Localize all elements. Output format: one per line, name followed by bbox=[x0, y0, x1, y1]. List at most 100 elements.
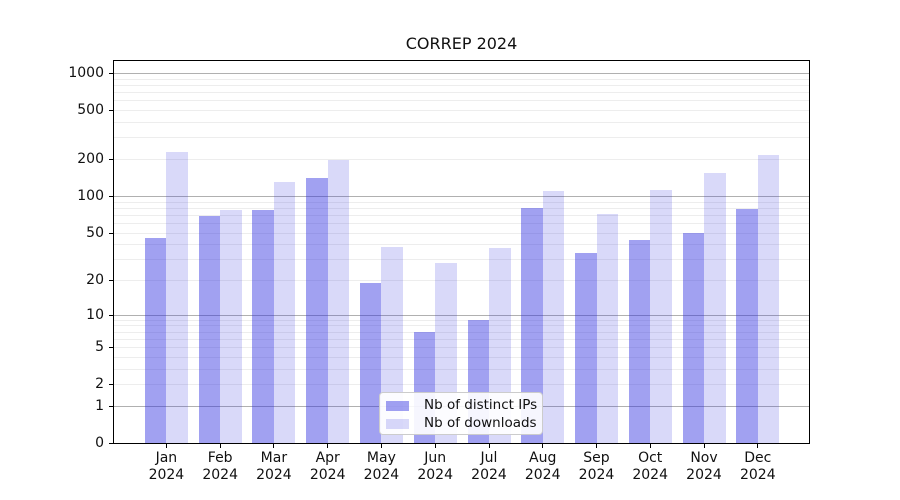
gridline-minor-30 bbox=[114, 259, 809, 261]
y-tick-label-10: 10 bbox=[86, 306, 104, 323]
y-tick-label-1000: 1000 bbox=[68, 65, 104, 81]
gridline-minor-600 bbox=[114, 100, 809, 102]
x-tick-mark-jan-2024 bbox=[165, 444, 167, 448]
y-tick-mark-0 bbox=[109, 443, 113, 444]
legend-label-nb-of-downloads: Nb of downloads bbox=[424, 414, 537, 431]
gridline-minor-400 bbox=[114, 122, 809, 123]
y-tick-mark-500 bbox=[109, 110, 113, 112]
gridline-minor-800 bbox=[114, 85, 809, 86]
bar-nb-of-distinct-ips-feb-2024 bbox=[198, 216, 221, 443]
y-tick-label-0: 0 bbox=[95, 435, 104, 451]
bar-nb-of-distinct-ips-sep-2024 bbox=[575, 252, 597, 443]
gridline-minor-20 bbox=[114, 280, 809, 281]
legend-label-nb-of-distinct-ips: Nb of distinct IPs bbox=[424, 397, 538, 413]
bar-nb-of-distinct-ips-dec-2024 bbox=[736, 209, 758, 443]
y-tick-mark-100 bbox=[109, 195, 113, 197]
bar-nb-of-distinct-ips-oct-2024 bbox=[628, 240, 651, 443]
bar-nb-of-distinct-ips-apr-2024 bbox=[306, 177, 328, 443]
x-tick-label-jun-2024: Jun 2024 bbox=[417, 450, 453, 483]
gridline-minor-6 bbox=[114, 338, 809, 340]
x-tick-mark-mar-2024 bbox=[273, 444, 275, 448]
x-tick-label-sep-2024: Sep 2024 bbox=[578, 450, 615, 483]
x-tick-label-aug-2024: Aug 2024 bbox=[524, 450, 561, 483]
x-tick-label-mar-2024: Mar 2024 bbox=[256, 450, 292, 483]
y-tick-mark-20 bbox=[109, 280, 113, 281]
bar-nb-of-downloads-nov-2024 bbox=[704, 173, 726, 443]
x-tick-mark-jun-2024 bbox=[434, 444, 436, 448]
gridline-major-100 bbox=[114, 195, 809, 197]
gridline-minor-80 bbox=[114, 207, 809, 209]
y-tick-mark-5 bbox=[109, 347, 113, 349]
gridline-minor-3 bbox=[114, 368, 809, 370]
bar-nb-of-distinct-ips-mar-2024 bbox=[252, 209, 274, 443]
x-tick-label-oct-2024: Oct 2024 bbox=[632, 450, 668, 483]
bar-nb-of-distinct-ips-may-2024 bbox=[359, 282, 382, 443]
bar-nb-of-downloads-dec-2024 bbox=[757, 155, 780, 443]
y-tick-mark-1 bbox=[109, 405, 113, 407]
x-tick-mark-dec-2024 bbox=[757, 444, 759, 448]
gridline-minor-2 bbox=[114, 384, 809, 386]
bar-nb-of-downloads-sep-2024 bbox=[596, 214, 618, 443]
x-tick-label-nov-2024: Nov 2024 bbox=[686, 450, 722, 483]
x-tick-label-may-2024: May 2024 bbox=[363, 450, 400, 483]
bar-nb-of-distinct-ips-nov-2024 bbox=[682, 232, 704, 443]
bar-nb-of-downloads-mar-2024 bbox=[273, 181, 296, 443]
x-tick-mark-jul-2024 bbox=[488, 444, 490, 448]
y-tick-label-5: 5 bbox=[95, 339, 104, 356]
gridline-major-10 bbox=[114, 314, 809, 316]
y-tick-mark-200 bbox=[109, 159, 113, 160]
x-tick-label-jan-2024: Jan 2024 bbox=[148, 450, 185, 483]
legend: Nb of distinct IPs Nb of downloads bbox=[379, 392, 543, 435]
plot-area bbox=[113, 60, 810, 444]
gridline-minor-200 bbox=[114, 159, 809, 160]
gridline-minor-90 bbox=[114, 201, 809, 203]
bar-nb-of-downloads-aug-2024 bbox=[542, 191, 565, 443]
bar-nb-of-distinct-ips-jan-2024 bbox=[144, 238, 167, 443]
bar-nb-of-downloads-jan-2024 bbox=[166, 151, 188, 443]
x-tick-mark-may-2024 bbox=[380, 444, 382, 448]
y-tick-label-20: 20 bbox=[86, 272, 104, 288]
x-tick-mark-aug-2024 bbox=[542, 444, 544, 448]
gridline-minor-40 bbox=[114, 244, 809, 246]
x-tick-label-dec-2024: Dec 2024 bbox=[739, 450, 776, 483]
gridline-minor-70 bbox=[114, 214, 809, 216]
bar-nb-of-downloads-apr-2024 bbox=[327, 159, 350, 443]
gridline-minor-60 bbox=[114, 222, 809, 224]
y-tick-mark-2 bbox=[109, 384, 113, 386]
x-tick-mark-apr-2024 bbox=[327, 444, 329, 448]
y-tick-label-500: 500 bbox=[77, 102, 104, 119]
y-tick-label-50: 50 bbox=[86, 224, 104, 241]
legend-swatch-nb-of-downloads bbox=[386, 418, 409, 429]
gridline-minor-300 bbox=[114, 137, 809, 139]
x-tick-mark-nov-2024 bbox=[703, 444, 705, 448]
x-tick-label-jul-2024: Jul 2024 bbox=[471, 450, 507, 483]
y-tick-label-200: 200 bbox=[77, 151, 104, 167]
y-tick-label-100: 100 bbox=[77, 187, 104, 204]
y-tick-label-2: 2 bbox=[95, 376, 104, 393]
legend-swatch-nb-of-distinct-ips bbox=[386, 401, 409, 411]
gridline-major-1000 bbox=[114, 73, 809, 74]
legend-row-nb-of-downloads: Nb of downloads bbox=[380, 415, 542, 432]
gridline-minor-50 bbox=[114, 232, 809, 234]
y-tick-mark-10 bbox=[109, 314, 113, 316]
gridline-minor-700 bbox=[114, 92, 809, 94]
gridline-minor-4 bbox=[114, 356, 809, 358]
y-tick-label-1: 1 bbox=[95, 397, 104, 414]
gridline-minor-7 bbox=[114, 331, 809, 333]
bar-nb-of-downloads-oct-2024 bbox=[650, 189, 672, 443]
y-tick-mark-50 bbox=[109, 232, 113, 234]
gridline-minor-500 bbox=[114, 110, 809, 112]
x-tick-mark-feb-2024 bbox=[219, 444, 221, 448]
y-tick-mark-1000 bbox=[109, 73, 113, 74]
gridline-minor-5 bbox=[114, 347, 809, 349]
x-tick-mark-sep-2024 bbox=[596, 444, 597, 448]
chart-title: CORREP 2024 bbox=[405, 34, 518, 53]
gridline-minor-900 bbox=[114, 78, 809, 80]
x-tick-mark-oct-2024 bbox=[649, 444, 651, 448]
gridline-minor-8 bbox=[114, 325, 809, 327]
bar-nb-of-distinct-ips-aug-2024 bbox=[521, 207, 543, 443]
x-tick-label-apr-2024: Apr 2024 bbox=[309, 450, 346, 483]
legend-row-nb-of-distinct-ips: Nb of distinct IPs bbox=[380, 397, 542, 414]
bar-nb-of-downloads-feb-2024 bbox=[220, 210, 242, 443]
